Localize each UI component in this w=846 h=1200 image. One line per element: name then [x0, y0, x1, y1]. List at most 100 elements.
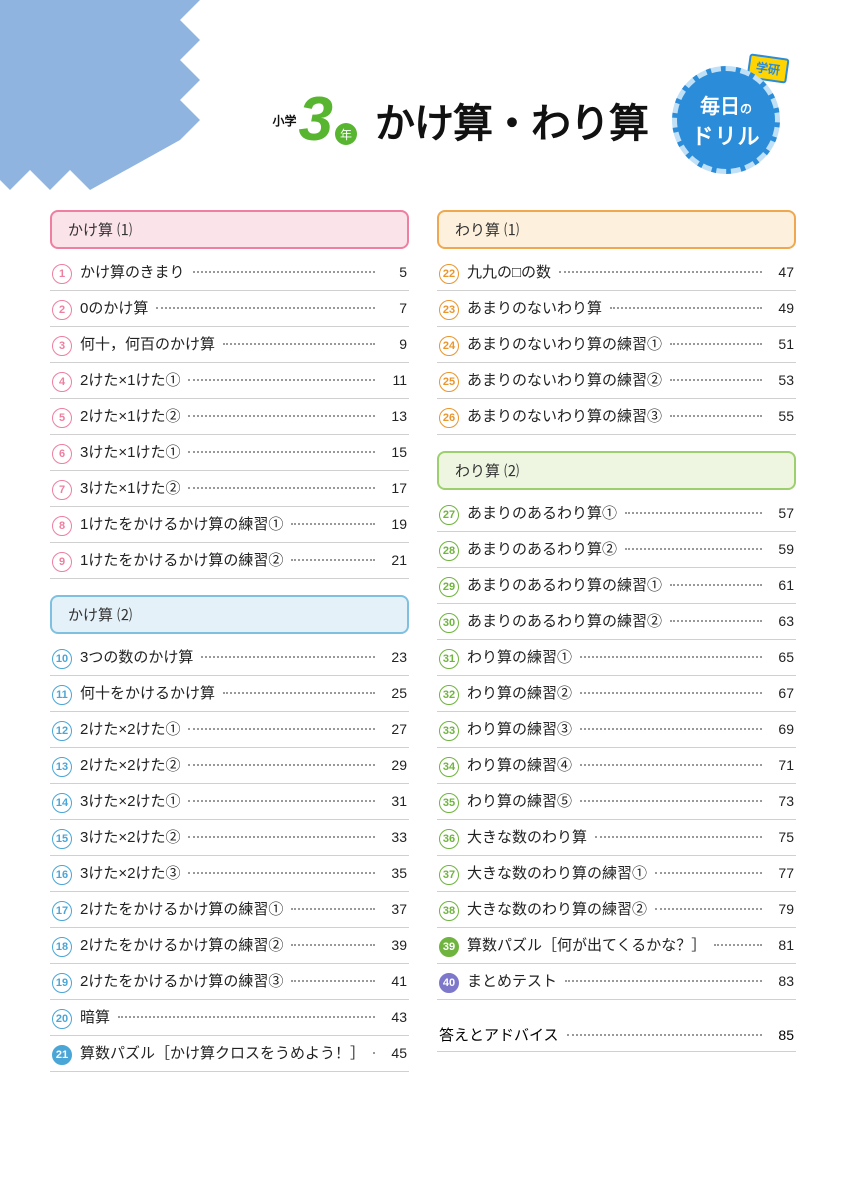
- leader-dots: [291, 523, 375, 525]
- item-title: 大きな数のわり算の練習①: [467, 862, 647, 883]
- item-title: 3けた×2けた③: [80, 862, 180, 883]
- leader-dots: [291, 944, 375, 946]
- item-title: 2けたをかけるかけ算の練習②: [80, 934, 283, 955]
- leader-dots: [670, 415, 762, 417]
- toc-list: 27あまりのあるわり算①5728あまりのあるわり算②5929あまりのあるわり算の…: [437, 496, 796, 1000]
- page-number: 63: [770, 613, 794, 629]
- item-number: 10: [52, 649, 72, 669]
- item-title: 大きな数のわり算の練習②: [467, 898, 647, 919]
- item-number: 6: [52, 444, 72, 464]
- toc-item: 36大きな数のわり算75: [437, 820, 796, 856]
- leader-dots: [188, 872, 375, 874]
- item-title: 暗算: [80, 1006, 110, 1027]
- toc-item: 81けたをかけるかけ算の練習①19: [50, 507, 409, 543]
- leader-dots: [188, 487, 375, 489]
- toc-item: 42けた×1けた①11: [50, 363, 409, 399]
- item-number: 35: [439, 793, 459, 813]
- item-title: あまりのあるわり算②: [467, 538, 617, 559]
- toc-item: 1かけ算のきまり5: [50, 255, 409, 291]
- page-number: 69: [770, 721, 794, 737]
- item-number: 33: [439, 721, 459, 741]
- item-title: 2けた×1けた②: [80, 405, 180, 426]
- leader-dots: [188, 415, 375, 417]
- item-number: 16: [52, 865, 72, 885]
- item-number: 22: [439, 264, 459, 284]
- leader-dots: [580, 728, 762, 730]
- page-number: 31: [383, 793, 407, 809]
- toc-content: かけ算 ⑴1かけ算のきまり520のかけ算73何十，何百のかけ算942けた×1けた…: [50, 210, 796, 1160]
- item-title: あまりのないわり算の練習②: [467, 369, 662, 390]
- toc-item: 22九九の□の数47: [437, 255, 796, 291]
- item-number: 13: [52, 757, 72, 777]
- page-number: 29: [383, 757, 407, 773]
- toc-item: 39算数パズル［何が出てくるかな？］81: [437, 928, 796, 964]
- item-number: 19: [52, 973, 72, 993]
- item-number: 34: [439, 757, 459, 777]
- toc-item: 38大きな数のわり算の練習②79: [437, 892, 796, 928]
- leader-dots: [610, 307, 762, 309]
- item-title: あまりのないわり算の練習③: [467, 405, 662, 426]
- item-number: 24: [439, 336, 459, 356]
- item-number: 12: [52, 721, 72, 741]
- leader-dots: [373, 1052, 375, 1054]
- toc-item: 26あまりのないわり算の練習③55: [437, 399, 796, 435]
- year-dot: 年: [335, 123, 357, 145]
- leader-dots: [714, 944, 762, 946]
- page-number: 79: [770, 901, 794, 917]
- toc-item: 29あまりのあるわり算の練習①61: [437, 568, 796, 604]
- leader-dots: [188, 836, 375, 838]
- leader-dots: [670, 620, 762, 622]
- item-number: 18: [52, 937, 72, 957]
- page-number: 9: [383, 336, 407, 352]
- item-number: 29: [439, 577, 459, 597]
- item-number: 1: [52, 264, 72, 284]
- item-number: 4: [52, 372, 72, 392]
- page-number: 71: [770, 757, 794, 773]
- item-number: 5: [52, 408, 72, 428]
- toc-item: 52けた×1けた②13: [50, 399, 409, 435]
- toc-item: 24あまりのないわり算の練習①51: [437, 327, 796, 363]
- toc-item: 132けた×2けた②29: [50, 748, 409, 784]
- page-number: 37: [383, 901, 407, 917]
- corner-decoration: [0, 0, 200, 190]
- item-title: 何十をかけるかけ算: [80, 682, 215, 703]
- leader-dots: [670, 343, 762, 345]
- page-number: 35: [383, 865, 407, 881]
- item-number: 23: [439, 300, 459, 320]
- page-number: 65: [770, 649, 794, 665]
- toc-item: 103つの数のかけ算23: [50, 640, 409, 676]
- item-number: 11: [52, 685, 72, 705]
- leader-dots: [580, 764, 762, 766]
- page-number: 33: [383, 829, 407, 845]
- item-number: 40: [439, 973, 459, 993]
- toc-item: 11何十をかけるかけ算25: [50, 676, 409, 712]
- right-column: わり算 ⑴22九九の□の数4723あまりのないわり算4924あまりのないわり算の…: [437, 210, 796, 1160]
- answers-item: 答えとアドバイス85: [437, 1014, 796, 1052]
- toc-item: 182けたをかけるかけ算の練習②39: [50, 928, 409, 964]
- toc-list: 1かけ算のきまり520のかけ算73何十，何百のかけ算942けた×1けた①1152…: [50, 255, 409, 579]
- toc-item: 91けたをかけるかけ算の練習②21: [50, 543, 409, 579]
- item-number: 7: [52, 480, 72, 500]
- leader-dots: [291, 559, 375, 561]
- toc-item: 33わり算の練習③69: [437, 712, 796, 748]
- page-number: 43: [383, 1009, 407, 1025]
- page-number: 83: [770, 973, 794, 989]
- item-number: 30: [439, 613, 459, 633]
- item-title: あまりのあるわり算の練習②: [467, 610, 662, 631]
- toc-item: 25あまりのないわり算の練習②53: [437, 363, 796, 399]
- section-header: わり算 ⑵: [437, 451, 796, 490]
- page-number: 19: [383, 516, 407, 532]
- leader-dots: [193, 271, 375, 273]
- page-number: 75: [770, 829, 794, 845]
- item-title: 何十，何百のかけ算: [80, 333, 215, 354]
- item-title: わり算の練習①: [467, 646, 572, 667]
- item-title: 1けたをかけるかけ算の練習①: [80, 513, 283, 534]
- item-title: 2けた×2けた①: [80, 718, 180, 739]
- page-number: 81: [770, 937, 794, 953]
- page-number: 61: [770, 577, 794, 593]
- toc-item: 122けた×2けた①27: [50, 712, 409, 748]
- page-number: 11: [383, 372, 407, 388]
- item-number: 17: [52, 901, 72, 921]
- item-title: かけ算のきまり: [80, 261, 185, 282]
- leader-dots: [580, 800, 762, 802]
